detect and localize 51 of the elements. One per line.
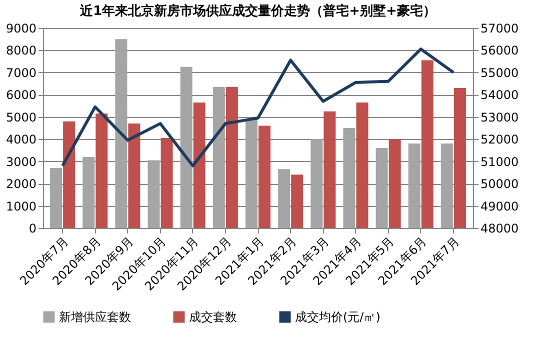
y-tick-label: 9000 xyxy=(6,22,36,36)
legend-label: 成交套数 xyxy=(189,310,237,324)
bar xyxy=(408,144,420,228)
y2-tick-label: 48000 xyxy=(480,222,519,236)
chart-title: 近1年来北京新房市场供应成交量价走势（普宅+别墅+豪宅） xyxy=(79,3,436,19)
bar xyxy=(128,124,140,228)
y-tick-label: 2000 xyxy=(6,177,36,192)
y2-tick-label: 49000 xyxy=(480,199,519,214)
y2-tick-label: 50000 xyxy=(480,177,519,192)
bar xyxy=(356,102,368,228)
bar xyxy=(376,148,388,228)
bar xyxy=(310,139,323,228)
y2-tick-label: 54000 xyxy=(480,88,519,102)
bar xyxy=(193,102,206,228)
y-tick-label: 8000 xyxy=(6,44,36,58)
y-tick-label: 4000 xyxy=(6,132,36,147)
bar xyxy=(226,86,238,228)
legend-label: 成交均价(元/㎡) xyxy=(295,310,380,324)
bar xyxy=(245,119,258,228)
bar xyxy=(96,114,108,228)
legend-label: 新增供应套数 xyxy=(59,310,131,324)
bar xyxy=(440,144,453,228)
bar xyxy=(421,60,434,228)
y-tick-label: 1000 xyxy=(6,199,36,214)
bar xyxy=(63,121,76,228)
bar xyxy=(50,168,62,228)
bar xyxy=(148,160,160,228)
y-tick-label: 3000 xyxy=(6,154,36,169)
bar xyxy=(115,39,128,228)
bar xyxy=(343,128,356,228)
bar xyxy=(388,139,401,228)
line-series xyxy=(61,48,455,168)
y2-tick-label: 55000 xyxy=(480,66,519,80)
y-tick-label: 5000 xyxy=(6,110,36,124)
y-tick-label: 7000 xyxy=(6,66,36,80)
bar xyxy=(324,111,336,228)
bar xyxy=(291,174,304,228)
y2-tick-label: 57000 xyxy=(480,22,519,36)
bar xyxy=(454,88,466,228)
y2-tick-label: 56000 xyxy=(480,44,519,58)
y2-tick-label: 53000 xyxy=(480,110,519,124)
bar xyxy=(278,169,290,228)
bar xyxy=(212,86,225,228)
bar xyxy=(258,126,271,228)
bar xyxy=(160,138,173,228)
y2-tick-label: 52000 xyxy=(480,132,519,147)
bar xyxy=(82,156,95,228)
y-tick-label: 6000 xyxy=(6,88,36,102)
y2-tick-label: 51000 xyxy=(480,154,519,169)
y-tick-label: 0 xyxy=(28,222,36,236)
bar xyxy=(180,66,192,228)
